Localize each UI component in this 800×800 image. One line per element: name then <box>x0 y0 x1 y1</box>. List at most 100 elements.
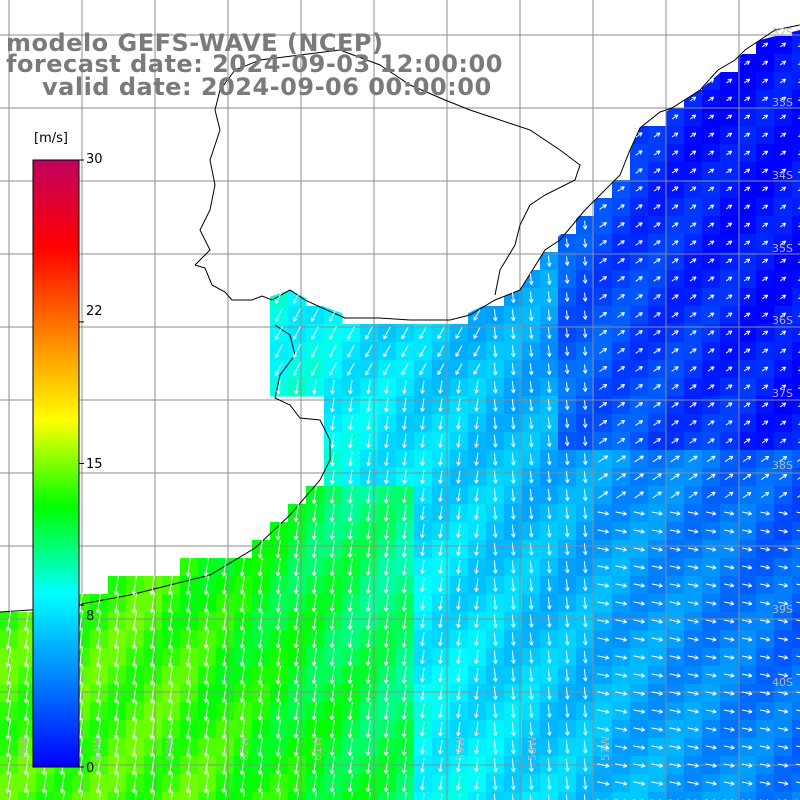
wind-arrow <box>744 204 751 210</box>
wind-arrow <box>564 436 570 447</box>
wind-arrow <box>635 384 643 390</box>
wind-arrow <box>564 453 570 466</box>
wind-arrow <box>780 294 787 300</box>
wind-arrow <box>760 491 770 499</box>
wind-arrow <box>365 522 371 540</box>
wind-arrow <box>456 506 461 520</box>
wind-speed-cell <box>792 738 800 757</box>
wind-arrow <box>348 379 353 395</box>
wind-arrow <box>725 186 733 192</box>
wind-arrow <box>365 344 373 358</box>
wind-arrow <box>633 511 645 516</box>
wind-arrow <box>798 7 800 12</box>
wind-arrow <box>312 379 317 395</box>
wind-speed-cell <box>792 360 800 379</box>
wind-arrow <box>762 78 769 84</box>
wind-arrow <box>617 348 625 354</box>
wind-arrow <box>725 330 733 336</box>
wind-arrow <box>652 455 662 463</box>
wind-arrow <box>599 401 608 408</box>
wind-arrow <box>419 363 427 376</box>
lat-label: 35S <box>772 242 793 255</box>
wind-arrow <box>528 363 534 376</box>
wind-arrow <box>635 186 643 192</box>
wind-arrow <box>582 436 588 446</box>
wind-arrow <box>528 524 534 538</box>
wind-speed-cell <box>792 792 800 800</box>
wind-arrow <box>383 504 389 522</box>
wind-arrow <box>707 312 715 318</box>
wind-arrow <box>293 326 301 340</box>
wind-arrow <box>796 565 800 568</box>
wind-speed-cell <box>792 648 800 667</box>
wind-arrow <box>633 565 645 570</box>
wind-arrow <box>365 540 371 558</box>
wind-arrow <box>510 506 516 520</box>
wind-arrow <box>474 470 479 484</box>
wind-arrow <box>669 565 681 570</box>
wind-arrow <box>438 416 443 430</box>
wind-arrow <box>762 96 769 102</box>
wind-arrow <box>274 362 284 376</box>
wind-arrow <box>437 345 445 358</box>
lat-label: 34S <box>772 169 793 182</box>
wind-speed-cell <box>792 324 800 343</box>
wind-arrow <box>725 258 733 264</box>
wind-arrow <box>528 578 534 592</box>
wind-arrow <box>582 238 588 248</box>
wind-arrow <box>437 363 445 376</box>
wind-speed-cell <box>468 792 487 800</box>
wind-arrow <box>634 455 644 463</box>
wind-arrow <box>633 547 645 552</box>
wind-arrow <box>329 540 335 558</box>
wind-arrow <box>546 596 552 610</box>
wind-speed-cell <box>792 378 800 397</box>
wind-speed-cell <box>630 792 649 800</box>
wind-arrow <box>257 557 263 577</box>
wind-arrow <box>329 522 335 540</box>
wind-arrow <box>707 330 715 336</box>
wind-arrow <box>438 542 443 556</box>
wind-arrow <box>221 557 227 577</box>
wind-arrow <box>420 578 425 593</box>
wind-arrow <box>510 380 516 394</box>
wind-speed-cell <box>792 144 800 163</box>
wind-arrow <box>798 259 800 264</box>
wind-arrow <box>761 438 769 444</box>
wind-arrow <box>725 312 733 318</box>
wind-arrow <box>798 115 800 120</box>
wind-arrow <box>311 522 317 540</box>
wind-arrow <box>528 488 534 502</box>
wind-arrow <box>599 222 607 228</box>
wind-speed-cell <box>792 234 800 253</box>
wind-arrow <box>582 364 588 374</box>
wind-arrow <box>582 453 588 465</box>
wind-arrow <box>311 558 317 577</box>
wind-arrow <box>274 290 283 304</box>
wind-arrow <box>492 362 498 376</box>
wind-arrow <box>689 438 697 444</box>
colorbar-unit: [m/s] <box>34 131 68 146</box>
wind-arrow <box>689 186 697 192</box>
colorbar-gradient <box>32 159 80 768</box>
wind-arrow <box>528 399 534 412</box>
wind-arrow <box>546 291 552 303</box>
wind-arrows <box>5 7 800 800</box>
wind-arrow <box>707 222 715 228</box>
wind-arrow <box>707 348 715 354</box>
wind-arrow <box>564 578 570 592</box>
wind-arrow <box>528 506 534 520</box>
wind-arrow <box>653 438 661 444</box>
wind-arrow <box>597 601 610 606</box>
wind-arrow <box>456 578 461 592</box>
wind-arrow <box>798 187 800 192</box>
wind-arrow <box>528 434 534 448</box>
wind-arrow <box>761 402 769 408</box>
wind-arrow <box>274 308 283 322</box>
wind-arrow <box>383 486 389 504</box>
wind-arrow <box>510 596 516 610</box>
land-area <box>0 0 800 322</box>
wind-arrow <box>780 132 787 138</box>
wind-arrow <box>796 583 800 586</box>
